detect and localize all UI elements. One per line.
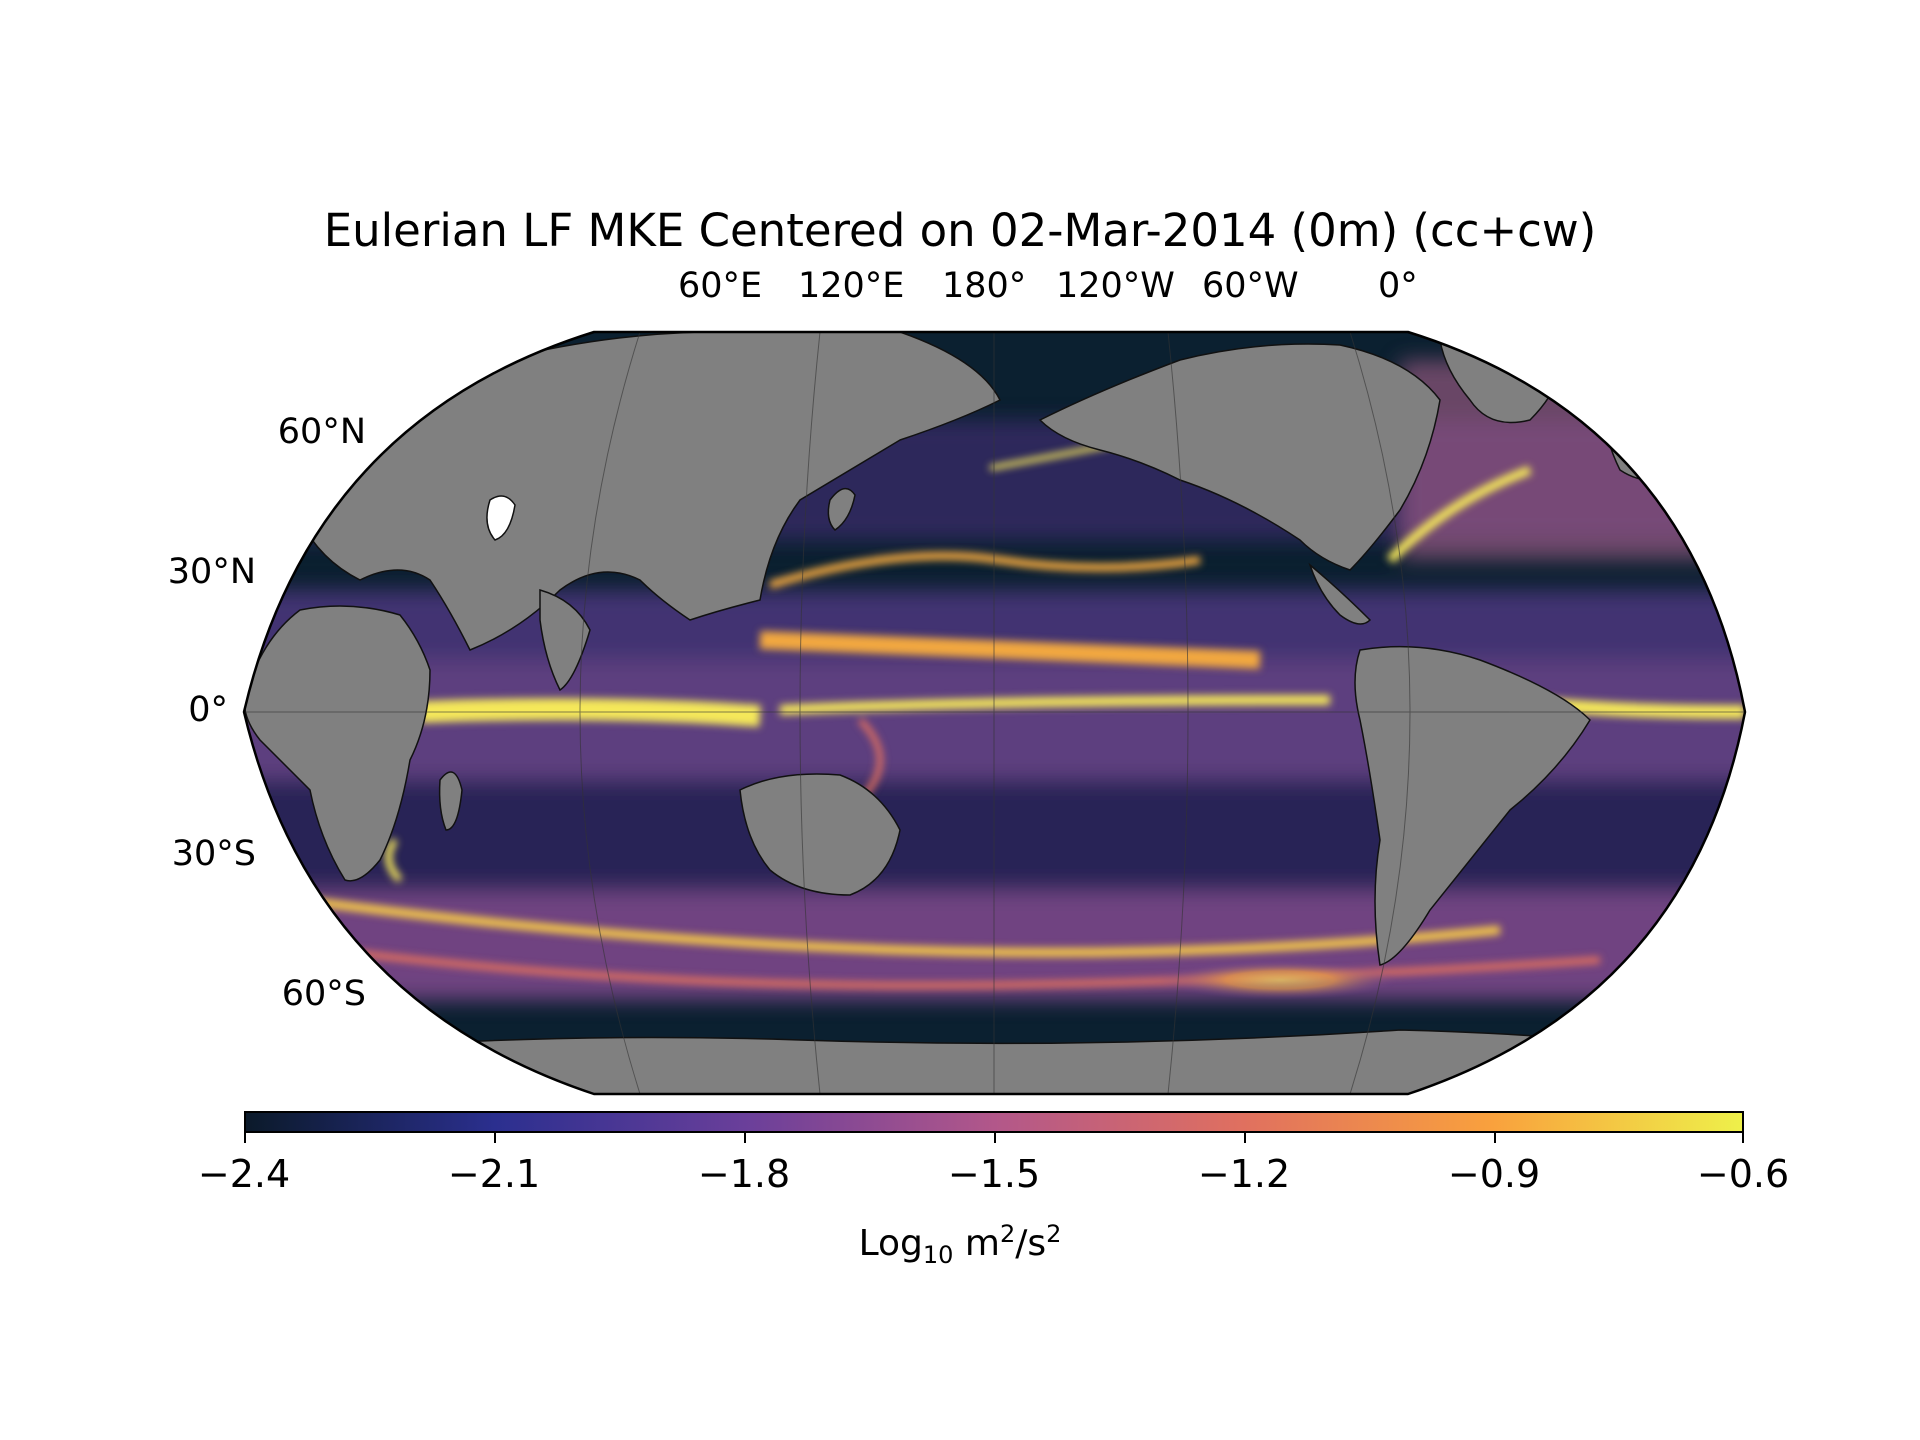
lon-label-120e: 120°E: [798, 266, 905, 306]
colorbar-label: Log10 m2/s2: [858, 1220, 1062, 1270]
graticule: [244, 332, 1745, 1094]
lat-label-60s: 60°S: [281, 974, 366, 1014]
colorbar-tick: [1244, 1133, 1246, 1143]
colorbar-tick: [1494, 1133, 1496, 1143]
land-masses: [244, 332, 1745, 1094]
colorbar-tick: [1742, 1133, 1744, 1143]
colorbar-tick-label: −1.8: [697, 1152, 791, 1196]
land-australia: [739, 773, 901, 896]
land-north-america: [1038, 343, 1441, 571]
map-title: Eulerian LF MKE Centered on 02-Mar-2014 …: [323, 204, 1597, 257]
lon-label-120w: 120°W: [1056, 266, 1175, 306]
lat-label-60n: 60°N: [277, 412, 366, 452]
lon-label-0: 0°: [1378, 266, 1418, 306]
land-south-america: [1354, 645, 1591, 966]
colorbar-tick: [744, 1133, 746, 1143]
land-africa: [244, 605, 431, 882]
colorbar-tick-label: −2.1: [447, 1152, 541, 1196]
colorbar-tick-label: −0.6: [1696, 1152, 1790, 1196]
lat-label-30n: 30°N: [167, 552, 256, 592]
lat-label-0: 0°: [188, 690, 228, 730]
land-central-america: [1308, 562, 1372, 625]
colorbar-tick: [994, 1133, 996, 1143]
land-india: [539, 589, 591, 692]
lat-label-30s: 30°S: [171, 834, 256, 874]
lon-label-60w: 60°W: [1202, 266, 1299, 306]
globe-outline: [242, 330, 1747, 1096]
caspian-sea: [486, 495, 516, 541]
colorbar-tick-label: −1.2: [1197, 1152, 1291, 1196]
colorbar-tick: [244, 1133, 246, 1143]
colorbar-tick-label: −2.4: [197, 1152, 291, 1196]
lon-label-60e: 60°E: [678, 266, 763, 306]
lon-label-180: 180°: [942, 266, 1027, 306]
colorbar-tick: [494, 1133, 496, 1143]
colorbar-tick-label: −0.9: [1447, 1152, 1541, 1196]
colorbar: [244, 1111, 1744, 1133]
land-japan: [827, 487, 856, 531]
colorbar-tick-label: −1.5: [947, 1152, 1041, 1196]
land-madagascar: [438, 771, 463, 831]
